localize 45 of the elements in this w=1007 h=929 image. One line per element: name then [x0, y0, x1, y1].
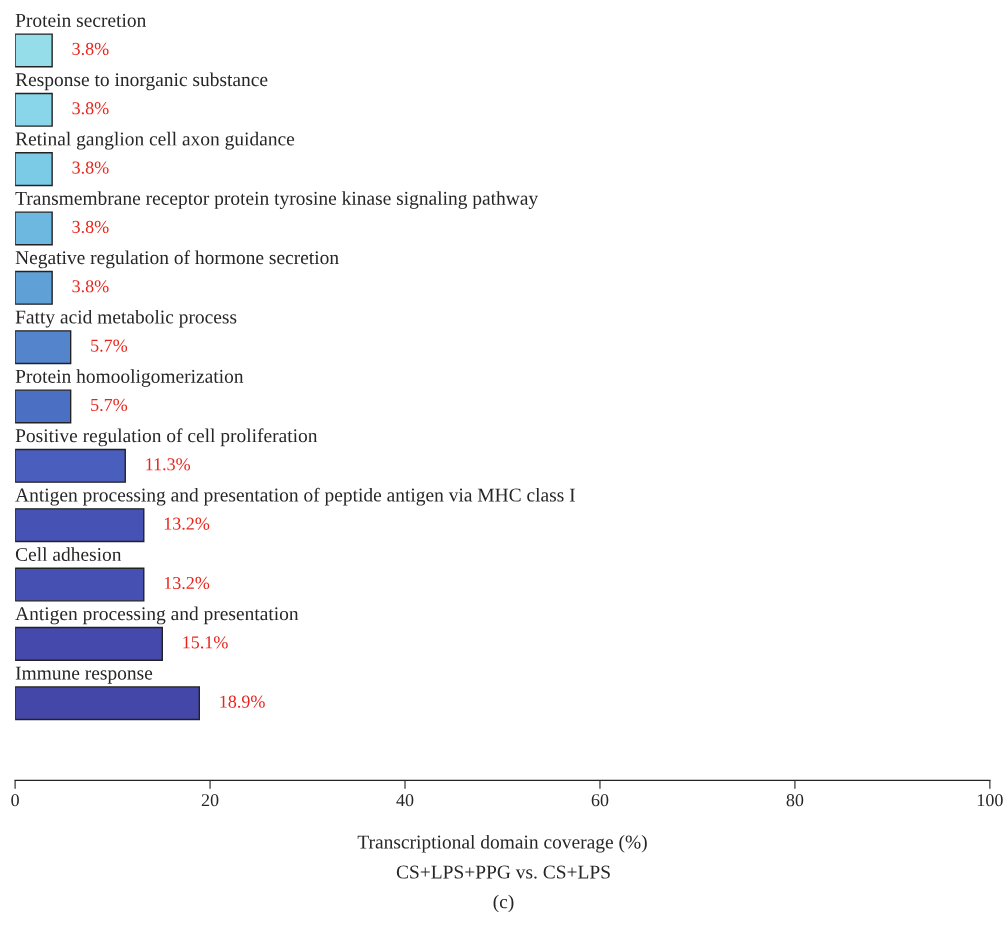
bar: [15, 152, 53, 187]
data-label: 3.8%: [72, 220, 109, 234]
y-tick-label: Immune response: [15, 666, 153, 684]
y-tick-label: Cell adhesion: [15, 547, 122, 561]
bar: [15, 448, 126, 483]
y-tick-label: Fatty acid metabolic process: [15, 309, 237, 328]
bar: [15, 508, 145, 543]
bar: [15, 567, 145, 602]
y-tick-label: Negative regulation of hormone secretion: [15, 250, 339, 269]
y-tick-label: Protein secretion: [15, 13, 147, 27]
data-label: 3.8%: [72, 102, 109, 115]
y-tick-label: Positive regulation of cell proliferation: [15, 428, 318, 447]
data-label: 15.1%: [183, 636, 228, 649]
data-label: 5.7%: [91, 339, 128, 352]
x-tick-label: 60: [591, 794, 609, 807]
bar: [15, 686, 201, 721]
y-tick-label: Protein homooligomerization: [15, 369, 244, 387]
x-tick-label: 0: [11, 794, 19, 807]
y-tick-label: Antigen processing and presentation: [15, 606, 299, 625]
y-tick-label: Response to inorganic substance: [15, 72, 268, 91]
text: (c): [493, 894, 514, 913]
x-tick-label: 100: [977, 794, 1003, 807]
data-label: 18.9%: [220, 695, 265, 708]
y-tick-label: Antigen processing and presentation of peptide antigen via MHC class I: [15, 487, 575, 506]
bar: [15, 211, 53, 246]
text: CS+LPS+PPG vs. CS+LPS: [396, 865, 610, 879]
y-tick-label: Transmembrane receptor protein tyrosine kinase signaling pathway: [15, 191, 539, 209]
data-label: 5.7%: [91, 398, 128, 412]
y-tick-label: Retinal ganglion cell axon guidance: [15, 131, 295, 150]
data-label: 3.8%: [72, 161, 109, 174]
data-label: 3.8%: [72, 42, 109, 56]
data-label: 13.2%: [164, 517, 210, 530]
bar: [15, 92, 53, 127]
bar: [15, 389, 72, 424]
bar: [15, 330, 72, 365]
data-label: 13.2%: [164, 576, 210, 590]
data-label: 3.8%: [72, 280, 109, 293]
x-tick-label: 40: [396, 794, 414, 807]
x-tick-label: 80: [786, 794, 804, 807]
bar: [15, 626, 163, 661]
bar: [15, 270, 53, 305]
x-axis-title: Transcriptional domain coverage (%): [357, 834, 647, 853]
bar: [15, 33, 53, 68]
data-label: 11.3%: [146, 458, 191, 471]
x-tick-label: 20: [201, 794, 219, 807]
